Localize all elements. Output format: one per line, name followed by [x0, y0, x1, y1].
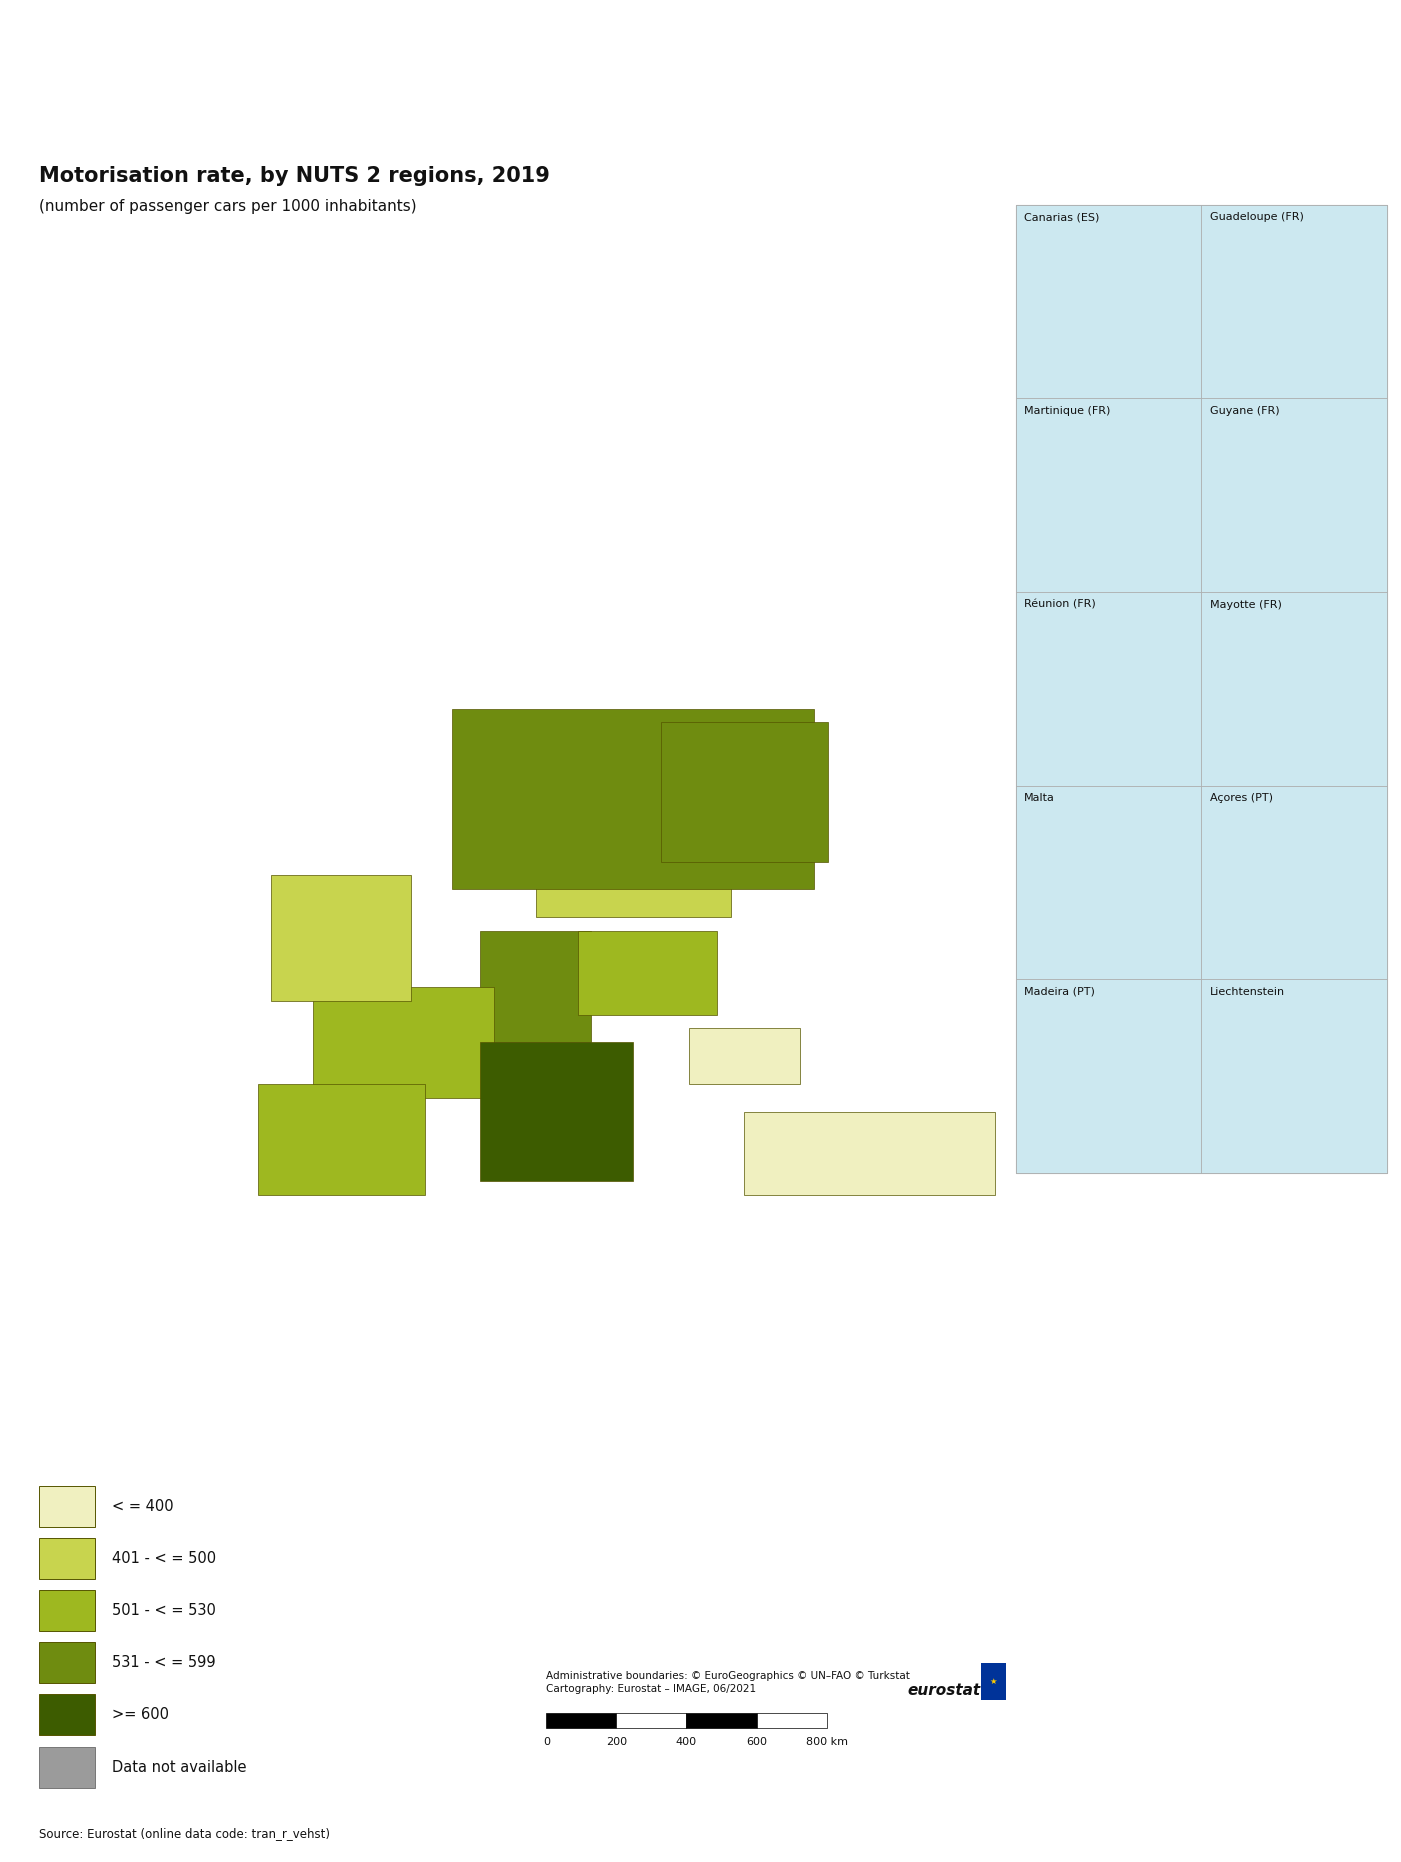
Polygon shape — [481, 931, 591, 1043]
Bar — [1254, 916, 1268, 924]
Text: 0   20: 0 20 — [1054, 538, 1080, 547]
Text: 0   100: 0 100 — [1240, 538, 1271, 547]
Text: 600: 600 — [747, 1737, 766, 1747]
Text: Malta: Malta — [1024, 793, 1055, 803]
Bar — [1069, 529, 1083, 536]
Polygon shape — [272, 875, 410, 1000]
Text: Guyane (FR): Guyane (FR) — [1209, 406, 1279, 415]
Polygon shape — [1044, 285, 1101, 322]
Bar — [1069, 335, 1083, 343]
Text: >= 600: >= 600 — [112, 1707, 170, 1722]
Text: ★: ★ — [989, 1678, 998, 1685]
Polygon shape — [1272, 1024, 1320, 1113]
Bar — [1240, 335, 1254, 343]
Polygon shape — [577, 931, 716, 1015]
Text: 0: 0 — [544, 1737, 549, 1747]
Text: 0   10: 0 10 — [1054, 925, 1080, 935]
Polygon shape — [1240, 456, 1349, 519]
Polygon shape — [1309, 862, 1337, 886]
Polygon shape — [1069, 1052, 1140, 1089]
Text: Motorisation rate, by NUTS 2 regions, 2019: Motorisation rate, by NUTS 2 regions, 20… — [39, 166, 551, 186]
Text: Réunion (FR): Réunion (FR) — [1024, 600, 1096, 609]
Polygon shape — [1062, 650, 1140, 719]
Text: < = 400: < = 400 — [112, 1499, 174, 1514]
Polygon shape — [1341, 858, 1359, 877]
Text: 0    5: 0 5 — [1240, 1119, 1262, 1128]
Polygon shape — [1251, 272, 1323, 322]
Polygon shape — [1262, 655, 1316, 719]
Polygon shape — [453, 709, 814, 890]
Text: Mayotte (FR): Mayotte (FR) — [1209, 600, 1282, 609]
Text: Açores (PT): Açores (PT) — [1209, 793, 1272, 803]
Text: 0   15: 0 15 — [1240, 732, 1265, 741]
Polygon shape — [1262, 866, 1295, 896]
Bar — [1054, 529, 1069, 536]
Text: 0   100: 0 100 — [1054, 344, 1086, 354]
Polygon shape — [1230, 866, 1254, 888]
Text: 400: 400 — [675, 1737, 698, 1747]
Bar — [1054, 722, 1069, 730]
Bar — [1254, 335, 1268, 343]
Text: 501 - < = 530: 501 - < = 530 — [112, 1603, 216, 1618]
Bar — [1254, 722, 1268, 730]
Text: (number of passenger cars per 1000 inhabitants): (number of passenger cars per 1000 inhab… — [39, 199, 417, 214]
Text: Administrative boundaries: © EuroGeographics © UN–FAO © Turkstat
Cartography: Eu: Administrative boundaries: © EuroGeograp… — [546, 1672, 911, 1694]
Polygon shape — [314, 987, 495, 1099]
Bar — [1254, 529, 1268, 536]
Text: Liechtenstein: Liechtenstein — [1209, 987, 1285, 996]
Polygon shape — [1073, 456, 1135, 525]
Bar — [1054, 335, 1069, 343]
Polygon shape — [744, 1112, 995, 1195]
Text: 401 - < = 500: 401 - < = 500 — [112, 1551, 216, 1566]
Polygon shape — [1065, 853, 1140, 905]
Bar — [1069, 1110, 1083, 1117]
Text: 531 - < = 599: 531 - < = 599 — [112, 1655, 216, 1670]
Text: eurostat: eurostat — [908, 1683, 981, 1698]
Polygon shape — [661, 722, 828, 862]
Text: 800 km: 800 km — [806, 1737, 848, 1747]
Polygon shape — [1149, 277, 1168, 294]
Text: Canarias (ES): Canarias (ES) — [1024, 212, 1100, 222]
Polygon shape — [689, 1028, 800, 1084]
Text: 0   50: 0 50 — [1240, 925, 1265, 935]
Text: Data not available: Data not available — [112, 1760, 247, 1774]
Text: 0   20: 0 20 — [1054, 732, 1080, 741]
Bar — [1240, 722, 1254, 730]
Bar — [1069, 722, 1083, 730]
Text: 0   20: 0 20 — [1054, 1119, 1080, 1128]
Polygon shape — [1306, 650, 1330, 672]
Polygon shape — [535, 735, 730, 918]
Bar — [1054, 916, 1069, 924]
Text: Guadeloupe (FR): Guadeloupe (FR) — [1209, 212, 1304, 222]
Text: 200: 200 — [605, 1737, 628, 1747]
Bar — [1240, 529, 1254, 536]
Text: Madeira (PT): Madeira (PT) — [1024, 987, 1096, 996]
Polygon shape — [1115, 292, 1140, 311]
Bar — [1254, 1110, 1268, 1117]
Text: 0   25: 0 25 — [1240, 344, 1265, 354]
Polygon shape — [481, 1043, 633, 1182]
Bar — [1069, 916, 1083, 924]
Text: Martinique (FR): Martinique (FR) — [1024, 406, 1111, 415]
Bar — [1054, 1110, 1069, 1117]
Polygon shape — [258, 1084, 425, 1195]
Polygon shape — [1325, 283, 1349, 307]
Bar — [1240, 916, 1254, 924]
Bar — [1240, 1110, 1254, 1117]
Text: Source: Eurostat (online data code: tran_r_vehst): Source: Eurostat (online data code: tran… — [39, 1827, 331, 1840]
